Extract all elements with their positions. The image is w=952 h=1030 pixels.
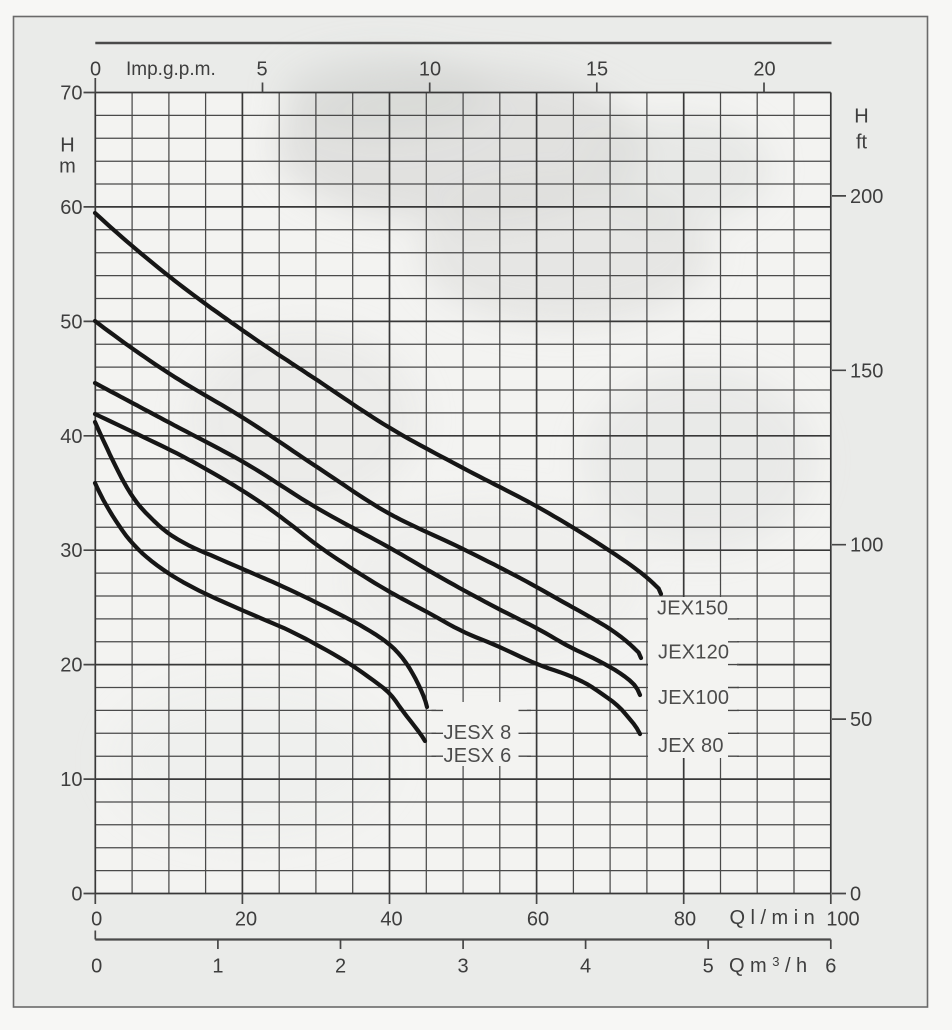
svg-text:Ql/min: Ql/min: [730, 907, 821, 929]
svg-text:20: 20: [60, 655, 82, 677]
svg-text:Imp.g.p.m.: Imp.g.p.m.: [126, 59, 216, 80]
svg-text:m: m: [59, 156, 76, 178]
svg-text:ft: ft: [856, 132, 868, 154]
svg-text:0: 0: [91, 956, 102, 978]
svg-text:6: 6: [825, 956, 836, 978]
svg-text:150: 150: [850, 360, 883, 382]
svg-text:5: 5: [256, 59, 267, 81]
svg-text:20: 20: [235, 909, 257, 931]
svg-text:H: H: [60, 135, 74, 157]
svg-text:H: H: [854, 106, 868, 128]
svg-text:0: 0: [71, 884, 82, 906]
svg-text:JEX100: JEX100: [658, 687, 729, 709]
svg-text:JEX120: JEX120: [658, 642, 729, 664]
svg-text:5: 5: [703, 956, 714, 978]
svg-text:JESX 6: JESX 6: [444, 745, 512, 767]
svg-text:JESX 8: JESX 8: [444, 722, 512, 744]
svg-text:4: 4: [580, 956, 591, 978]
svg-text:0: 0: [850, 884, 861, 906]
svg-text:20: 20: [753, 59, 775, 81]
svg-text:50: 50: [60, 311, 82, 333]
svg-text:100: 100: [826, 909, 859, 931]
svg-text:40: 40: [380, 909, 402, 931]
svg-text:Qm3/h: Qm3/h: [729, 954, 813, 977]
svg-text:2: 2: [335, 956, 346, 978]
svg-text:JEX150: JEX150: [657, 598, 728, 620]
svg-text:0: 0: [90, 59, 101, 81]
svg-text:30: 30: [60, 540, 82, 562]
svg-text:10: 10: [419, 59, 441, 81]
svg-text:50: 50: [850, 709, 872, 731]
svg-text:60: 60: [527, 909, 549, 931]
svg-text:40: 40: [60, 426, 82, 448]
svg-text:200: 200: [850, 186, 883, 208]
svg-text:0: 0: [91, 909, 102, 931]
svg-text:10: 10: [60, 769, 82, 791]
svg-text:100: 100: [850, 535, 883, 557]
svg-text:70: 70: [60, 83, 82, 105]
svg-text:15: 15: [586, 59, 608, 81]
svg-text:80: 80: [674, 909, 696, 931]
svg-text:1: 1: [212, 956, 223, 978]
svg-text:60: 60: [60, 197, 82, 219]
svg-text:3: 3: [458, 956, 469, 978]
svg-text:JEX 80: JEX 80: [658, 735, 724, 757]
